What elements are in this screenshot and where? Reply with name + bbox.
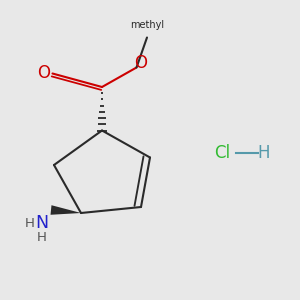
Text: H: H xyxy=(258,144,270,162)
Polygon shape xyxy=(50,205,81,215)
Text: Cl: Cl xyxy=(214,144,230,162)
Text: H: H xyxy=(25,217,35,230)
Text: O: O xyxy=(134,54,148,72)
Text: O: O xyxy=(37,64,50,82)
Text: H: H xyxy=(37,231,47,244)
Text: methyl: methyl xyxy=(130,20,165,30)
Text: N: N xyxy=(35,214,49,232)
